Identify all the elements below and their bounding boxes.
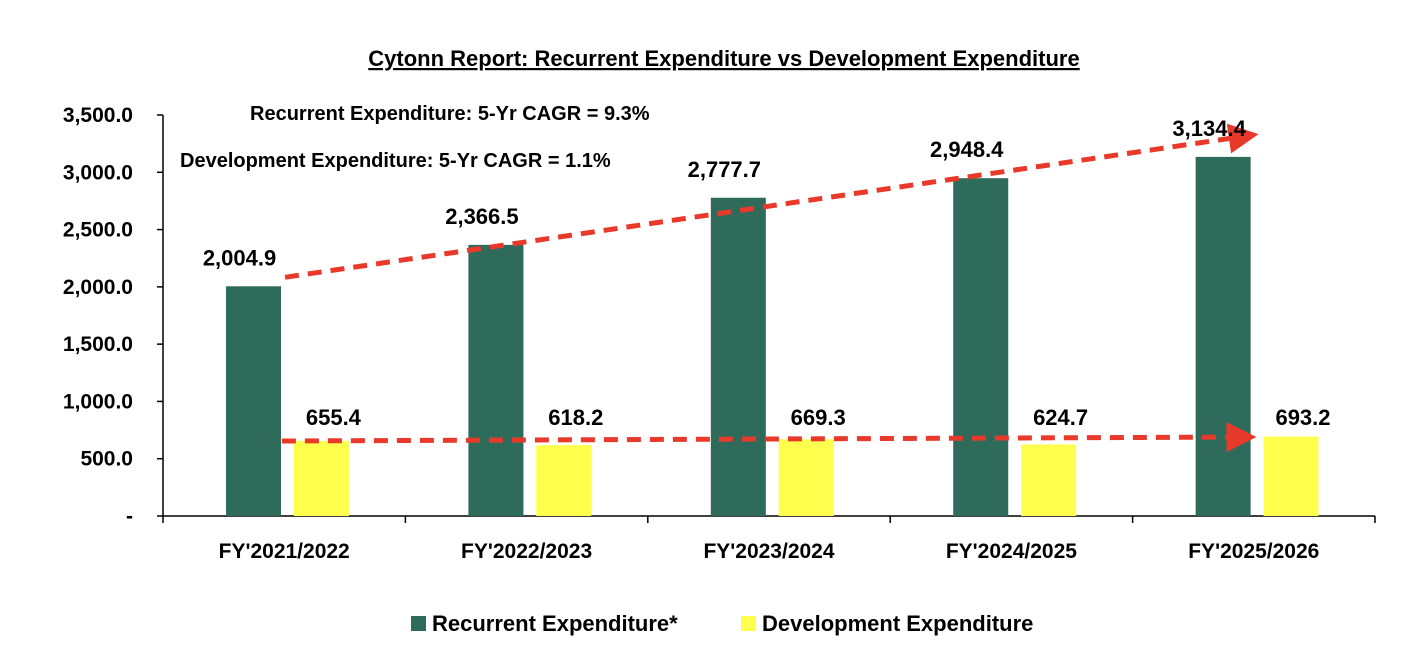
data-label-development: 624.7 bbox=[1033, 405, 1088, 430]
y-tick-label: 500.0 bbox=[80, 448, 133, 471]
y-tick-label: 3,500.0 bbox=[63, 104, 133, 127]
bar-recurrent bbox=[468, 244, 524, 517]
annotation-development-cagr: Development Expenditure: 5-Yr CAGR = 1.1… bbox=[180, 150, 611, 172]
bar-development bbox=[536, 445, 592, 516]
legend-swatch-development bbox=[741, 616, 756, 631]
legend-swatch-recurrent bbox=[411, 616, 426, 631]
data-label-development: 618.2 bbox=[548, 405, 603, 430]
bar-development bbox=[778, 439, 834, 516]
bar-recurrent bbox=[226, 286, 282, 516]
y-tick-label: 2,000.0 bbox=[63, 276, 133, 299]
data-label-development: 655.4 bbox=[306, 405, 362, 430]
x-tick-label: FY'2024/2025 bbox=[946, 540, 1077, 563]
legend: Recurrent Expenditure* Development Expen… bbox=[411, 611, 1033, 636]
x-tick-label: FY'2021/2022 bbox=[219, 540, 350, 563]
data-label-recurrent: 2,948.4 bbox=[930, 137, 1004, 162]
bars bbox=[226, 156, 1319, 517]
data-label-development: 693.2 bbox=[1275, 405, 1330, 430]
trend-arrow-recurrent bbox=[284, 123, 1259, 280]
bar-recurrent bbox=[953, 178, 1009, 516]
chart-title: Cytonn Report: Recurrent Expenditure vs … bbox=[368, 46, 1079, 71]
axes: - 500.0 1,000.0 1,500.0 2,000.0 2,500.0 3,000.… bbox=[63, 104, 1376, 563]
x-tick-label: FY'2022/2023 bbox=[461, 540, 592, 563]
bar-development bbox=[1263, 436, 1319, 516]
bar-recurrent bbox=[710, 197, 766, 516]
legend-label-recurrent: Recurrent Expenditure* bbox=[432, 611, 678, 636]
data-label-recurrent: 3,134.4 bbox=[1172, 116, 1246, 141]
data-labels: 2,004.9 2,366.5 2,777.7 2,948.4 3,134.4 655.4… bbox=[203, 116, 1331, 430]
data-label-recurrent: 2,004.9 bbox=[203, 245, 276, 270]
bar-development bbox=[1021, 444, 1077, 516]
annotation-recurrent-cagr: Recurrent Expenditure: 5-Yr CAGR = 9.3% bbox=[250, 103, 650, 125]
trend-arrows bbox=[281, 123, 1259, 453]
trend-arrow-development bbox=[281, 422, 1257, 453]
y-tick-label: 1,000.0 bbox=[63, 390, 133, 413]
x-tick-label: FY'2025/2026 bbox=[1188, 540, 1319, 563]
y-tick-label: - bbox=[126, 505, 133, 528]
data-label-recurrent: 2,366.5 bbox=[445, 204, 518, 229]
x-tick-label: FY'2023/2024 bbox=[703, 540, 834, 563]
y-tick-label: 2,500.0 bbox=[63, 219, 133, 242]
bar-development bbox=[293, 440, 349, 516]
bar-recurrent bbox=[1195, 156, 1251, 516]
y-tick-label: 1,500.0 bbox=[63, 333, 133, 356]
y-tick-label: 3,000.0 bbox=[63, 161, 133, 184]
data-label-recurrent: 2,777.7 bbox=[688, 157, 761, 182]
data-label-development: 669.3 bbox=[791, 405, 846, 430]
legend-label-development: Development Expenditure bbox=[762, 611, 1033, 636]
